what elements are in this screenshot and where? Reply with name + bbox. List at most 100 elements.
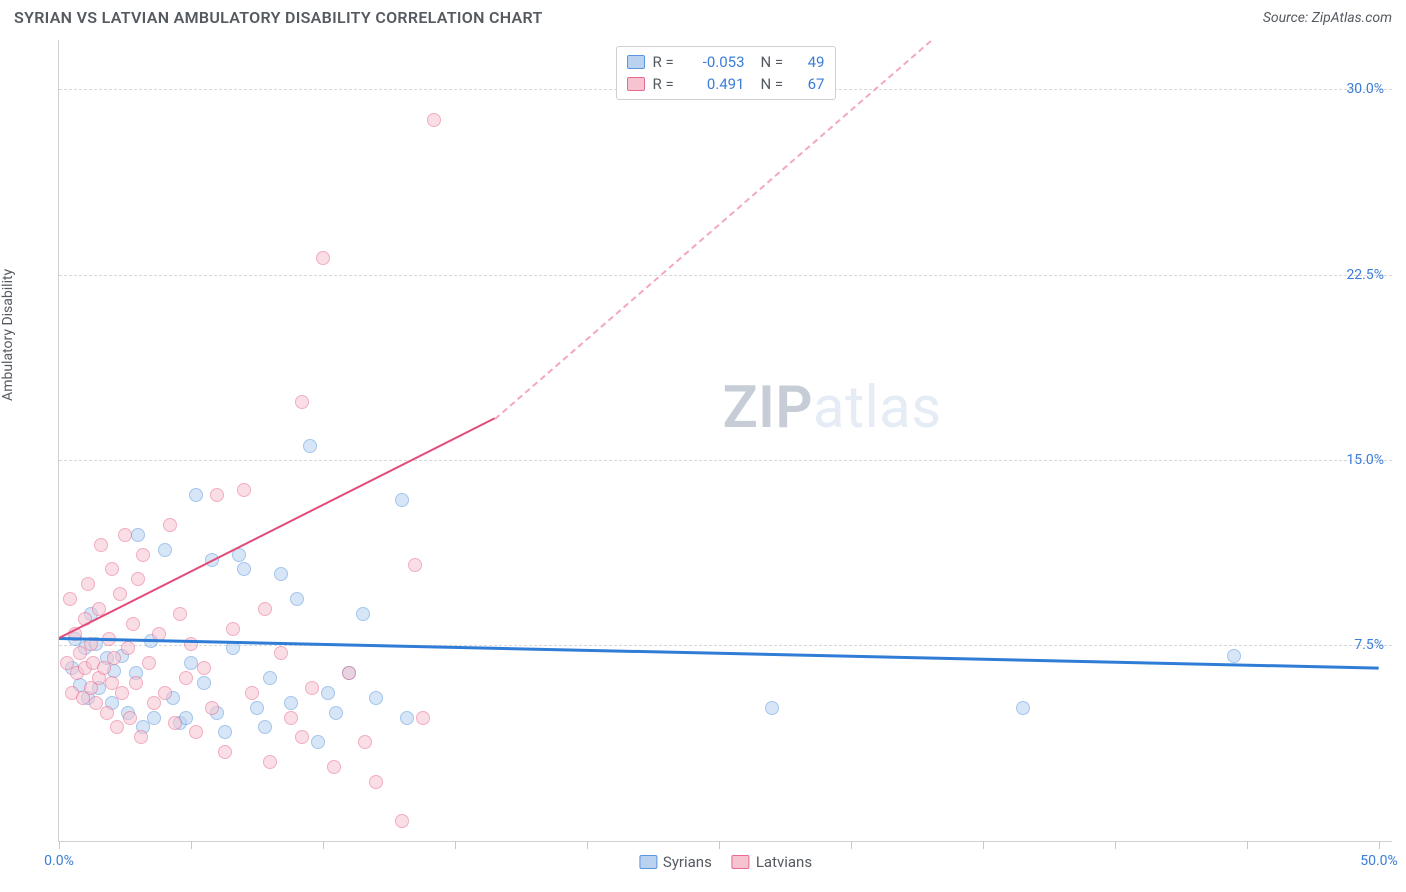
y-tick-label: 15.0%: [1346, 452, 1384, 468]
data-point: [189, 488, 203, 502]
trend-line: [59, 637, 1379, 670]
data-point: [329, 706, 343, 720]
x-tick: [191, 841, 192, 849]
data-point: [100, 706, 114, 720]
data-point: [136, 548, 150, 562]
data-point: [284, 711, 298, 725]
legend-r-label: R =: [653, 51, 681, 73]
data-point: [173, 607, 187, 621]
data-point: [1227, 649, 1241, 663]
x-tick: [1115, 841, 1116, 849]
y-tick-label: 7.5%: [1354, 637, 1384, 653]
data-point: [218, 745, 232, 759]
legend-n-value: 49: [797, 51, 825, 73]
data-point: [295, 730, 309, 744]
data-point: [274, 646, 288, 660]
legend-r-value: 0.491: [689, 73, 745, 95]
y-tick-label: 22.5%: [1346, 267, 1384, 283]
data-point: [105, 562, 119, 576]
legend-series-name: Syrians: [663, 853, 712, 871]
data-point: [197, 676, 211, 690]
data-point: [311, 735, 325, 749]
data-point: [147, 711, 161, 725]
data-point: [237, 562, 251, 576]
x-tick: [983, 841, 984, 849]
data-point: [131, 528, 145, 542]
data-point: [205, 701, 219, 715]
data-point: [400, 711, 414, 725]
legend-swatch: [627, 55, 645, 69]
series-legend: Syrians Latvians: [639, 853, 812, 871]
data-point: [295, 395, 309, 409]
data-point: [327, 760, 341, 774]
legend-n-label: N =: [761, 73, 789, 95]
x-tick: [323, 841, 324, 849]
legend-r-label: R =: [653, 73, 681, 95]
data-point: [94, 538, 108, 552]
x-tick-label: 50.0%: [1360, 853, 1398, 869]
data-point: [284, 696, 298, 710]
data-point: [263, 671, 277, 685]
chart-container: Ambulatory Disability ZIPatlas 7.5%15.0%…: [14, 40, 1392, 878]
data-point: [305, 681, 319, 695]
legend-swatch: [627, 77, 645, 91]
data-point: [1016, 701, 1030, 715]
data-point: [369, 691, 383, 705]
watermark-bold: ZIP: [723, 374, 813, 442]
data-point: [121, 641, 135, 655]
x-tick-label: 0.0%: [44, 853, 74, 869]
legend-row: R =0.491N =67: [627, 73, 825, 95]
data-point: [81, 577, 95, 591]
legend-r-value: -0.053: [689, 51, 745, 73]
y-tick-label: 30.0%: [1346, 81, 1384, 97]
data-point: [158, 543, 172, 557]
data-point: [218, 725, 232, 739]
data-point: [250, 701, 264, 715]
x-tick: [1379, 841, 1380, 849]
legend-series-name: Latvians: [756, 853, 812, 871]
data-point: [427, 113, 441, 127]
gridline: [59, 460, 1392, 461]
data-point: [63, 592, 77, 606]
data-point: [113, 587, 127, 601]
x-tick: [1247, 841, 1248, 849]
data-point: [110, 720, 124, 734]
chart-title: SYRIAN VS LATVIAN AMBULATORY DISABILITY …: [14, 8, 543, 27]
data-point: [163, 518, 177, 532]
data-point: [158, 686, 172, 700]
x-tick: [455, 841, 456, 849]
data-point: [342, 666, 356, 680]
gridline: [59, 645, 1392, 646]
data-point: [210, 488, 224, 502]
legend-item: Syrians: [639, 853, 712, 871]
correlation-legend: R =-0.053N =49R =0.491N =67: [616, 46, 836, 100]
data-point: [395, 493, 409, 507]
data-point: [107, 651, 121, 665]
data-point: [258, 602, 272, 616]
data-point: [321, 686, 335, 700]
data-point: [115, 686, 129, 700]
data-point: [237, 483, 251, 497]
plot-area: ZIPatlas 7.5%15.0%22.5%30.0%0.0%50.0%R =…: [58, 40, 1392, 842]
data-point: [356, 607, 370, 621]
watermark-light: atlas: [813, 374, 942, 442]
legend-swatch: [732, 855, 750, 869]
data-point: [303, 439, 317, 453]
data-point: [245, 686, 259, 700]
legend-item: Latvians: [732, 853, 812, 871]
data-point: [263, 755, 277, 769]
data-point: [416, 711, 430, 725]
data-point: [126, 617, 140, 631]
legend-n-label: N =: [761, 51, 789, 73]
data-point: [123, 711, 137, 725]
legend-row: R = -0.053 N = 49: [627, 51, 825, 73]
data-point: [131, 572, 145, 586]
data-point: [197, 661, 211, 675]
data-point: [408, 558, 422, 572]
data-point: [168, 716, 182, 730]
data-point: [179, 671, 193, 685]
data-point: [316, 251, 330, 265]
data-point: [290, 592, 304, 606]
data-point: [118, 528, 132, 542]
data-point: [134, 730, 148, 744]
